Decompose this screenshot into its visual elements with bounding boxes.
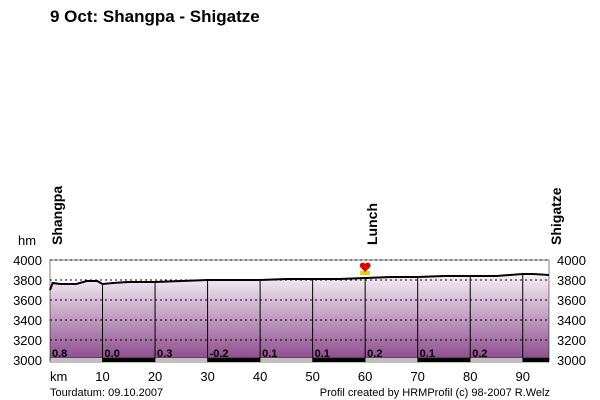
gradient-label: 0.0 bbox=[105, 348, 120, 360]
y-tick-label: 3600 bbox=[13, 293, 42, 308]
gradient-label: 0.1 bbox=[315, 348, 330, 360]
x-tick-label: 80 bbox=[463, 369, 477, 384]
x-tick-label: 70 bbox=[410, 369, 424, 384]
waypoint-label: Lunch bbox=[364, 203, 380, 245]
x-tick-label: 40 bbox=[253, 369, 267, 384]
gradient-label: 0.8 bbox=[52, 348, 67, 360]
x-axis-label: km bbox=[50, 369, 67, 384]
waypoint-label: Shigatze bbox=[548, 187, 564, 245]
x-tick-label: 50 bbox=[305, 369, 319, 384]
x-tick-label: 20 bbox=[148, 369, 162, 384]
y-tick-label: 4000 bbox=[13, 253, 42, 268]
lunch-icon-heart bbox=[359, 262, 371, 272]
gradient-label: 0.2 bbox=[367, 348, 382, 360]
y-tick-label-right: 3600 bbox=[557, 293, 586, 308]
gradient-label: 0.1 bbox=[262, 348, 277, 360]
x-tick-label: 90 bbox=[516, 369, 530, 384]
y-tick-label-right: 3400 bbox=[557, 313, 586, 328]
y-tick-label: 3800 bbox=[13, 273, 42, 288]
gradient-label: 0.1 bbox=[420, 348, 435, 360]
waypoint-label: Shangpa bbox=[49, 186, 65, 245]
y-tick-label: 3200 bbox=[13, 333, 42, 348]
elevation-line bbox=[49, 273, 550, 291]
elevation-area bbox=[50, 274, 549, 360]
y-tick-label: 3000 bbox=[13, 353, 42, 368]
y-tick-label-right: 3000 bbox=[557, 353, 586, 368]
x-tick-label: 30 bbox=[200, 369, 214, 384]
gradient-label: 0.3 bbox=[157, 348, 172, 360]
y-tick-label: 3400 bbox=[13, 313, 42, 328]
y-axis-label: hm bbox=[18, 233, 36, 248]
lunch-icon-base bbox=[360, 271, 371, 275]
x-tick-label: 60 bbox=[358, 369, 372, 384]
y-tick-label-right: 4000 bbox=[557, 253, 586, 268]
gradient-label: -0.2 bbox=[210, 348, 229, 360]
footer-right: Profil created by HRMProfil (c) 98-2007 … bbox=[320, 387, 550, 399]
x-tick-label: 10 bbox=[95, 369, 109, 384]
y-tick-label-right: 3200 bbox=[557, 333, 586, 348]
chart-title: 9 Oct: Shangpa - Shigatze bbox=[50, 7, 260, 26]
y-tick-label-right: 3800 bbox=[557, 273, 586, 288]
footer-left: Tourdatum: 09.10.2007 bbox=[50, 387, 163, 399]
plot-frame bbox=[49, 259, 550, 361]
gradient-label: 0.2 bbox=[472, 348, 487, 360]
